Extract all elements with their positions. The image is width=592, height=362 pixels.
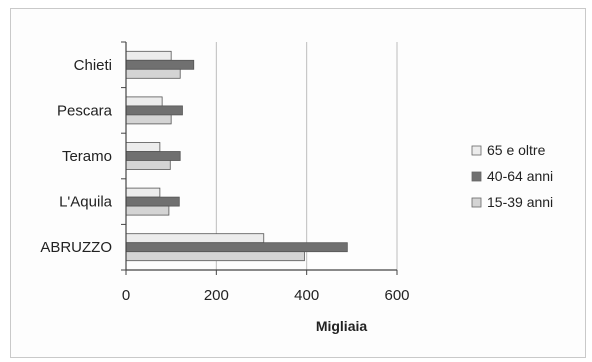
bar <box>125 59 195 70</box>
chart-frame <box>10 8 586 358</box>
legend-swatch <box>471 197 482 208</box>
category-label: L'Aquila <box>59 194 113 211</box>
bar <box>125 114 172 125</box>
category-label: Chieti <box>74 57 112 74</box>
bar <box>125 196 180 207</box>
bar <box>125 151 181 161</box>
category-label: ABRUZZO <box>40 239 112 256</box>
legend-label: 40-64 anni <box>487 168 553 184</box>
x-tick-label: 400 <box>294 287 319 304</box>
bar <box>125 50 172 61</box>
bar <box>125 205 170 216</box>
legend-label: 15-39 anni <box>487 194 553 210</box>
x-tick-label: 200 <box>204 287 229 304</box>
bar <box>125 242 348 253</box>
bar <box>125 96 163 107</box>
bar <box>125 233 265 244</box>
bar <box>125 187 161 198</box>
x-tick-label: 600 <box>384 287 409 304</box>
bar <box>125 142 161 152</box>
bar <box>125 68 181 79</box>
x-tick-label: 0 <box>122 287 130 304</box>
bar <box>125 160 171 170</box>
bar <box>125 105 183 116</box>
legend-swatch <box>471 145 482 156</box>
category-label: Pescara <box>57 102 113 119</box>
category-label: Teramo <box>62 148 112 165</box>
bar <box>125 251 305 262</box>
legend-label: 65 e oltre <box>487 142 546 158</box>
x-axis-title: Migliaia <box>316 318 368 334</box>
legend-swatch <box>471 171 482 182</box>
